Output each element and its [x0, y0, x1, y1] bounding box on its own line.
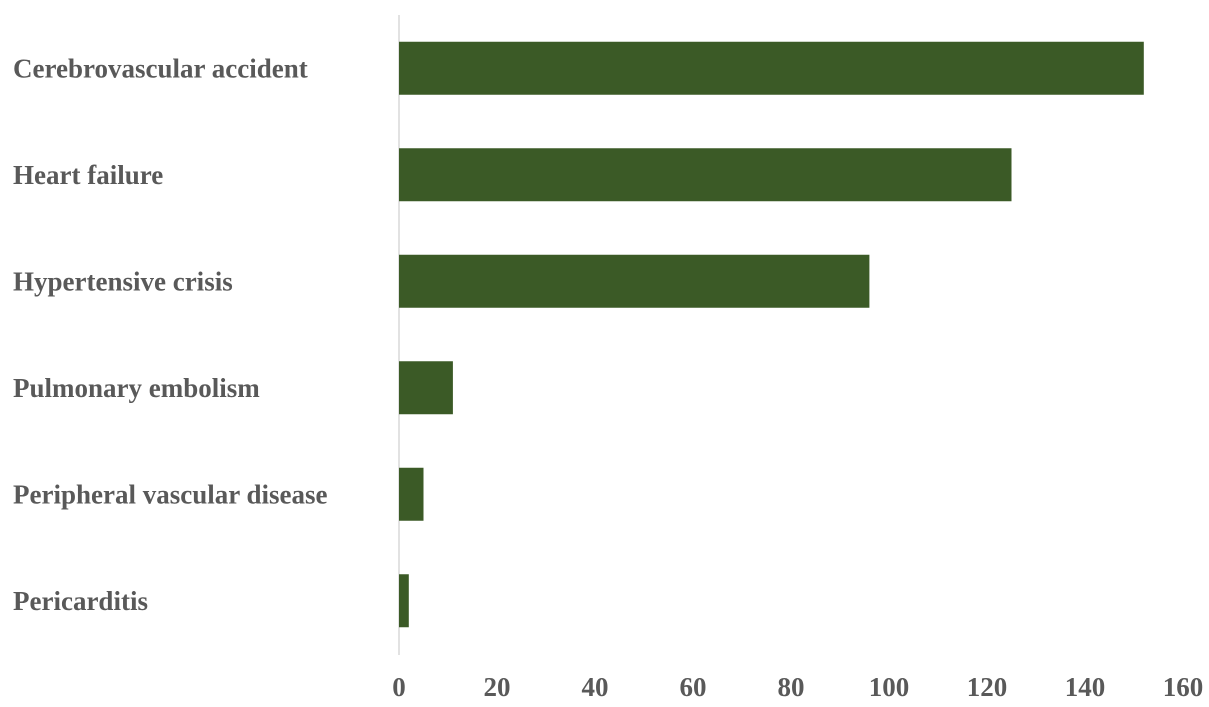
- x-tick-label: 80: [778, 672, 805, 702]
- category-label: Heart failure: [13, 160, 163, 190]
- x-tick-label: 140: [1065, 672, 1106, 702]
- category-label: Hypertensive crisis: [13, 266, 233, 296]
- x-tick-label: 20: [484, 672, 511, 702]
- x-tick-label: 60: [680, 672, 707, 702]
- x-tick-label: 0: [392, 672, 406, 702]
- bar-pericarditis: [399, 574, 409, 628]
- bars-group: [399, 41, 1144, 628]
- x-tick-label: 40: [582, 672, 609, 702]
- bar-hypertensive-crisis: [399, 254, 870, 308]
- x-tick-label: 160: [1163, 672, 1204, 702]
- category-label: Cerebrovascular accident: [13, 53, 308, 83]
- category-label: Pericarditis: [13, 586, 148, 616]
- category-label: Peripheral vascular disease: [13, 479, 327, 509]
- bar-peripheral-vascular-disease: [399, 467, 424, 521]
- x-tick-labels: 0 20 40 60 80 100 120 140 160: [392, 672, 1203, 702]
- bar-cerebrovascular-accident: [399, 41, 1144, 95]
- bar-heart-failure: [399, 148, 1012, 202]
- category-label: Pulmonary embolism: [13, 373, 260, 403]
- x-tick-label: 100: [869, 672, 910, 702]
- bar-pulmonary-embolism: [399, 361, 453, 415]
- x-tick-label: 120: [967, 672, 1008, 702]
- category-labels: Cerebrovascular accident Heart failure Hyp…: [13, 53, 327, 616]
